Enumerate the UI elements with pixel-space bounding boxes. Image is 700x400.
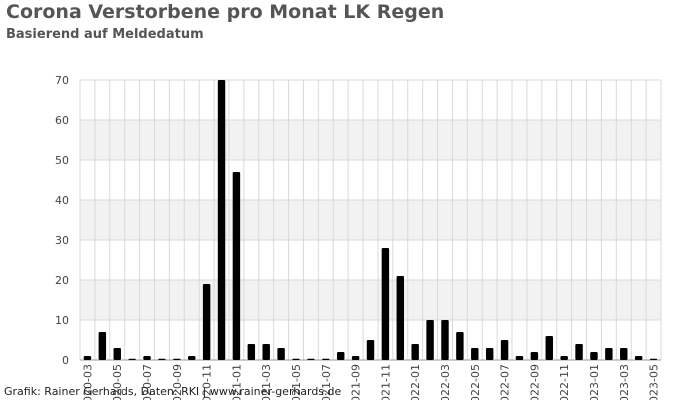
x-tick-label: 2021-05 <box>290 364 303 400</box>
bar <box>292 358 300 360</box>
bar <box>381 248 390 360</box>
y-tick-label: 10 <box>55 314 69 327</box>
credit-text: Grafik: Rainer Gerhards, Daten: RKI | ww… <box>4 385 342 398</box>
bar <box>411 344 419 360</box>
y-tick-label: 70 <box>55 74 69 87</box>
x-tick-label: 2023-05 <box>648 364 661 400</box>
x-tick-label: 2022-05 <box>469 364 482 400</box>
y-tick-label: 0 <box>62 354 69 367</box>
x-tick-label: 2021-01 <box>230 364 243 400</box>
bar <box>634 356 643 360</box>
x-tick-label: 2022-09 <box>528 364 541 400</box>
bar <box>188 356 196 360</box>
grid-band <box>80 200 661 240</box>
bar <box>83 356 92 360</box>
x-tick-label: 2020-05 <box>111 364 124 400</box>
bar <box>530 352 539 360</box>
x-tick-label: 2023-03 <box>618 364 631 400</box>
bar <box>515 356 524 360</box>
x-tick-label: 2020-07 <box>141 364 154 400</box>
x-tick-label: 2020-09 <box>171 364 184 400</box>
bar <box>143 356 151 360</box>
bar <box>232 172 241 360</box>
x-tick-label: 2022-11 <box>558 364 571 400</box>
chart-title: Corona Verstorbene pro Monat LK Regen <box>6 1 445 23</box>
bar <box>262 344 270 360</box>
bar <box>98 332 107 360</box>
chart-subtitle: Basierend auf Meldedatum <box>6 27 204 42</box>
x-tick-label: 2021-11 <box>379 364 392 400</box>
x-tick-label: 2022-03 <box>439 364 452 400</box>
bar <box>173 358 181 360</box>
bar <box>247 344 256 360</box>
bar <box>485 348 494 360</box>
bar <box>158 358 166 360</box>
bar <box>128 358 136 360</box>
bar <box>560 356 568 360</box>
bar <box>366 340 375 360</box>
bar <box>605 348 613 360</box>
y-tick-label: 40 <box>55 194 69 207</box>
bar <box>471 348 479 360</box>
x-tick-label: 2023-01 <box>588 364 601 400</box>
bar <box>217 80 226 360</box>
bar <box>307 358 315 360</box>
x-tick-label: 2021-09 <box>350 364 363 400</box>
bar <box>545 336 553 360</box>
bar <box>426 320 434 360</box>
grid-band <box>80 280 661 320</box>
bar <box>113 348 121 360</box>
bar <box>441 320 449 360</box>
x-tick-label: 2021-07 <box>320 364 333 400</box>
y-tick-label: 50 <box>55 154 69 167</box>
bar <box>322 358 330 360</box>
bar <box>351 356 360 360</box>
bar <box>202 284 211 360</box>
bar <box>277 348 285 360</box>
grid-band <box>80 120 661 160</box>
y-tick-label: 30 <box>55 234 69 247</box>
bar <box>336 352 345 360</box>
bar <box>456 332 464 360</box>
y-tick-label: 20 <box>55 274 69 287</box>
y-tick-label: 60 <box>55 114 69 127</box>
bar <box>396 276 405 360</box>
bar <box>575 344 583 360</box>
x-tick-label: 2022-01 <box>409 364 422 400</box>
x-tick-label: 2021-03 <box>260 364 273 400</box>
bar <box>620 348 628 360</box>
bar <box>590 352 598 360</box>
x-tick-label: 2022-07 <box>499 364 512 400</box>
bar <box>649 358 658 360</box>
x-tick-label: 2020-03 <box>81 364 94 400</box>
x-tick-label: 2020-11 <box>201 364 214 400</box>
bar <box>500 340 509 360</box>
